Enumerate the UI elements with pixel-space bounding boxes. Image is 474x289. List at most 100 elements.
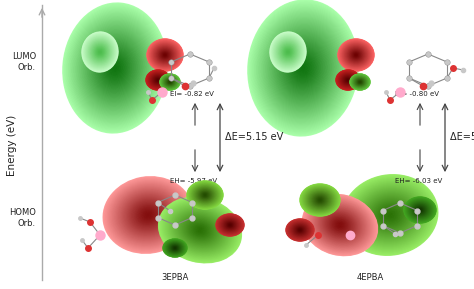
Ellipse shape [290,222,310,238]
Ellipse shape [89,40,111,64]
Ellipse shape [410,202,430,218]
Ellipse shape [339,72,357,88]
Text: ΔE=5.23 eV: ΔE=5.23 eV [450,132,474,142]
Ellipse shape [167,80,173,84]
Ellipse shape [273,35,303,69]
Ellipse shape [308,199,373,251]
Ellipse shape [165,241,184,255]
Ellipse shape [224,221,236,229]
Ellipse shape [330,217,350,233]
Ellipse shape [346,78,350,82]
Ellipse shape [273,36,303,68]
Ellipse shape [160,50,170,60]
Ellipse shape [271,33,305,71]
Ellipse shape [164,77,176,87]
Ellipse shape [337,71,359,89]
Ellipse shape [303,186,337,214]
Ellipse shape [162,76,178,88]
Ellipse shape [279,42,297,62]
Ellipse shape [407,199,433,221]
Ellipse shape [351,75,369,89]
Ellipse shape [278,41,298,63]
Ellipse shape [145,212,151,218]
Ellipse shape [337,71,360,90]
Ellipse shape [157,48,173,62]
Ellipse shape [226,222,234,228]
Ellipse shape [146,70,170,90]
Ellipse shape [349,49,363,61]
Ellipse shape [123,194,173,236]
Ellipse shape [275,38,301,66]
Ellipse shape [122,193,174,237]
Ellipse shape [280,43,296,61]
Ellipse shape [199,190,211,200]
Ellipse shape [148,40,182,70]
Ellipse shape [294,225,306,235]
Ellipse shape [345,77,351,83]
Ellipse shape [202,192,208,197]
Ellipse shape [113,185,183,245]
Ellipse shape [303,187,337,213]
Ellipse shape [293,56,313,80]
Ellipse shape [228,224,232,226]
Ellipse shape [283,46,293,58]
Ellipse shape [149,40,181,69]
Ellipse shape [383,209,397,221]
Ellipse shape [167,242,183,254]
Ellipse shape [318,199,322,201]
Ellipse shape [163,76,177,88]
Ellipse shape [164,77,176,87]
Ellipse shape [144,211,153,219]
Ellipse shape [148,72,168,88]
Ellipse shape [297,228,302,232]
Ellipse shape [167,79,173,85]
Ellipse shape [201,192,209,198]
Ellipse shape [282,45,294,59]
Ellipse shape [169,81,171,83]
Ellipse shape [413,205,427,216]
Ellipse shape [166,242,183,254]
Ellipse shape [190,222,210,238]
Ellipse shape [354,77,366,87]
Ellipse shape [164,240,185,256]
Ellipse shape [79,23,152,114]
Ellipse shape [339,40,373,70]
Ellipse shape [163,76,178,88]
Ellipse shape [418,209,422,212]
Ellipse shape [106,179,190,251]
Ellipse shape [155,78,161,82]
Ellipse shape [317,197,323,203]
Ellipse shape [222,219,238,231]
Ellipse shape [105,179,191,251]
Ellipse shape [90,36,140,100]
Ellipse shape [260,14,346,121]
Ellipse shape [318,198,322,202]
Ellipse shape [317,206,363,244]
Ellipse shape [350,49,362,61]
Ellipse shape [281,45,295,60]
Ellipse shape [418,208,422,212]
Ellipse shape [100,49,131,88]
Ellipse shape [94,45,106,59]
Ellipse shape [175,210,225,250]
Ellipse shape [222,219,238,231]
Ellipse shape [149,72,167,88]
Ellipse shape [65,5,165,130]
Ellipse shape [165,202,235,258]
Ellipse shape [344,77,352,84]
Ellipse shape [277,40,299,64]
Ellipse shape [339,73,357,87]
Ellipse shape [359,81,361,83]
Ellipse shape [65,6,164,130]
Ellipse shape [227,223,233,227]
Ellipse shape [293,225,307,235]
Ellipse shape [310,192,330,208]
Ellipse shape [125,195,172,235]
Ellipse shape [261,16,345,120]
Ellipse shape [288,49,318,87]
Ellipse shape [342,75,354,85]
Ellipse shape [273,36,302,68]
Ellipse shape [176,211,224,249]
Ellipse shape [358,81,362,83]
Ellipse shape [126,196,170,234]
